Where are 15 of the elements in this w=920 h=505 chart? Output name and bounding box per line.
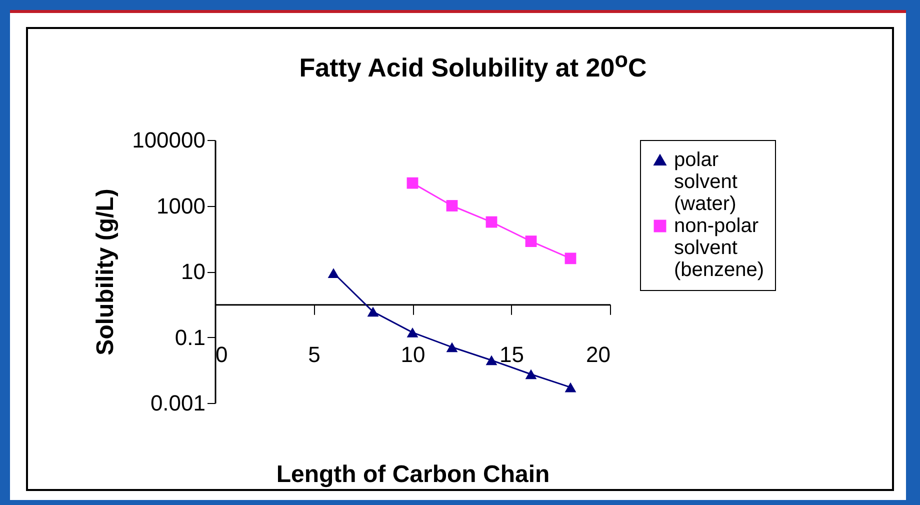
- x-axis-title: Length of Carbon Chain: [276, 460, 550, 488]
- x-tick-label: 10: [400, 342, 426, 367]
- x-tick-label: 20: [586, 342, 610, 367]
- legend-label: non-polar solvent (benzene): [674, 215, 764, 281]
- y-tick-label: 0.001: [150, 390, 206, 416]
- y-tick-label: 0.1: [174, 324, 206, 350]
- y-axis-title: Solubility (g/L): [92, 188, 120, 356]
- y-tick-label: 1000: [156, 193, 206, 218]
- x-tick-label: 5: [308, 342, 320, 367]
- x-tick-label: 0: [216, 342, 228, 367]
- legend-label: polar solvent (water): [674, 149, 738, 215]
- x-tick-label: 15: [500, 342, 524, 367]
- chart-title: Fatty Acid Solubility at 20$^{o}$C: [298, 47, 648, 84]
- y-tick-label: 10: [181, 259, 206, 284]
- y-tick-label: 100000: [132, 128, 206, 152]
